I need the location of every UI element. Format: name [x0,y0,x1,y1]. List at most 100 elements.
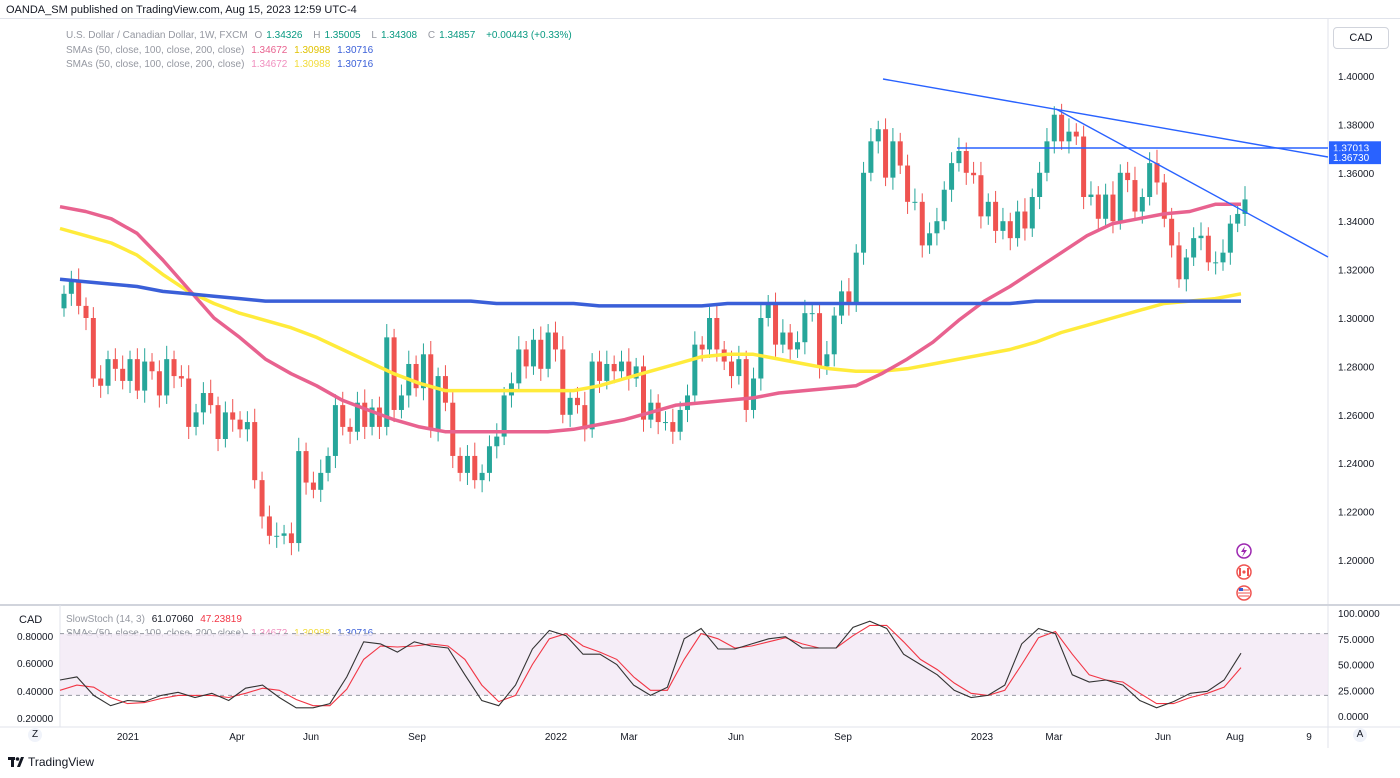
candle-body[interactable] [178,376,184,379]
candle-body[interactable] [523,349,529,367]
candle-body[interactable] [567,397,573,415]
candle-body[interactable] [1051,114,1057,142]
candle-body[interactable] [413,363,419,389]
candle-body[interactable] [120,368,126,381]
candle-body[interactable] [442,376,448,403]
us-flag-icon[interactable] [1236,585,1252,601]
candle-body[interactable] [897,141,903,166]
candle-body[interactable] [318,472,324,490]
candle-body[interactable] [545,332,551,369]
candle-body[interactable] [450,402,456,456]
candle-body[interactable] [398,395,404,410]
candle-body[interactable] [890,141,896,178]
candle-body[interactable] [941,189,947,222]
candle-body[interactable] [596,361,602,381]
symbol-legend[interactable]: U.S. Dollar / Canadian Dollar, 1W, FXCM … [66,30,576,41]
candle-body[interactable] [391,337,397,410]
candle-body[interactable] [1029,197,1035,229]
candle-body[interactable] [1015,211,1021,239]
candle-body[interactable] [486,446,492,473]
candle-body[interactable] [156,371,162,396]
candle-body[interactable] [743,359,749,410]
candle-body[interactable] [296,451,302,544]
candle-body[interactable] [765,303,771,318]
candle-body[interactable] [494,436,500,447]
candle-body[interactable] [1095,194,1101,219]
candle-body[interactable] [993,201,999,231]
footer-brand[interactable]: TradingView [8,755,94,769]
candle-body[interactable] [406,363,412,396]
candle-body[interactable] [457,455,463,473]
candle-body[interactable] [780,332,786,345]
candle-body[interactable] [530,339,536,367]
candle-body[interactable] [809,313,815,315]
candle-body[interactable] [978,175,984,217]
sma-legend-2[interactable]: SMAs (50, close, 100, close, 200, close)… [66,59,377,70]
descending-trendline[interactable] [1055,108,1329,258]
candle-body[interactable] [927,233,933,246]
candle-body[interactable] [552,332,558,350]
candle-body[interactable] [655,402,661,423]
candle-body[interactable] [1227,223,1233,253]
candle-body[interactable] [186,378,192,427]
candle-body[interactable] [428,354,434,430]
candle-body[interactable] [574,397,580,406]
candle-body[interactable] [1037,172,1043,197]
candle-body[interactable] [919,201,925,246]
candle-body[interactable] [200,393,206,413]
candle-body[interactable] [61,293,67,309]
candle-body[interactable] [773,303,779,345]
candle-body[interactable] [729,361,735,377]
candle-body[interactable] [1191,238,1197,258]
candle-body[interactable] [758,318,764,379]
candle-body[interactable] [1242,199,1248,214]
candle-body[interactable] [281,533,287,536]
canada-flag-icon[interactable] [1236,564,1252,580]
candle-body[interactable] [795,342,801,350]
candle-body[interactable] [677,409,683,432]
sma50-line[interactable] [59,202,1241,434]
lightning-icon[interactable] [1236,543,1252,559]
candle-body[interactable] [685,395,691,410]
candle-body[interactable] [420,354,426,389]
candle-body[interactable] [714,318,720,350]
candle-body[interactable] [1213,262,1219,264]
candle-body[interactable] [274,535,280,537]
candle-body[interactable] [670,422,676,432]
candle-body[interactable] [90,318,96,379]
candle-body[interactable] [1007,221,1013,239]
candle-body[interactable] [142,361,148,391]
candle-body[interactable] [1125,172,1131,181]
candle-body[interactable] [222,412,228,439]
candle-body[interactable] [1081,136,1087,198]
candle-body[interactable] [1132,180,1138,212]
candle-body[interactable] [853,252,859,304]
candle-body[interactable] [817,313,823,367]
candle-body[interactable] [501,395,507,437]
candle-body[interactable] [516,349,522,384]
candle-body[interactable] [1103,194,1109,219]
candle-body[interactable] [1147,163,1153,197]
candle-body[interactable] [839,291,845,316]
candle-body[interactable] [582,405,588,430]
candle-body[interactable] [76,281,82,306]
candle-body[interactable] [956,151,962,164]
candle-body[interactable] [1022,211,1028,229]
candle-body[interactable] [692,344,698,396]
candle-body[interactable] [699,344,705,350]
candle-body[interactable] [266,516,272,536]
candle-body[interactable] [831,315,837,355]
candle-body[interactable] [934,221,940,234]
candle-body[interactable] [1000,221,1006,231]
candle-body[interactable] [971,172,977,176]
candle-body[interactable] [618,361,624,372]
candle-body[interactable] [861,172,867,253]
candle-body[interactable] [1088,194,1094,197]
sma100-line[interactable] [59,226,1242,393]
candle-body[interactable] [325,455,331,473]
candle-body[interactable] [376,407,382,427]
candle-body[interactable] [310,482,316,490]
candle-body[interactable] [736,359,742,377]
candle-body[interactable] [252,422,258,481]
